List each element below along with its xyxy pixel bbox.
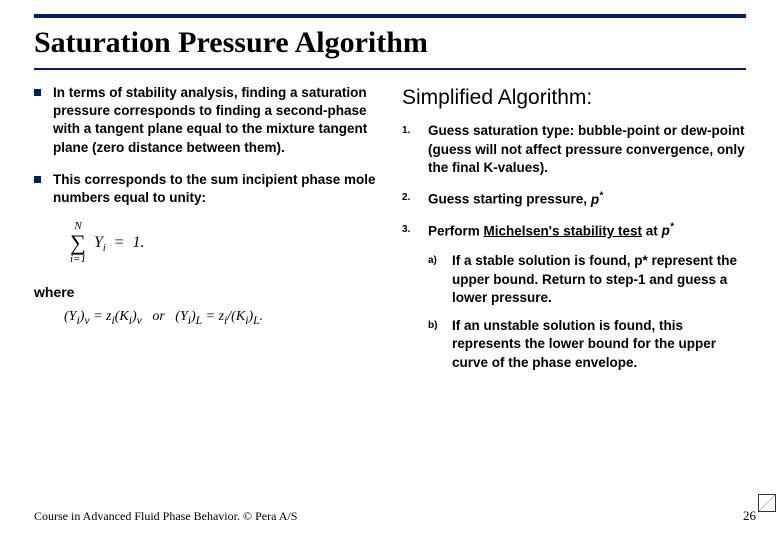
bullet-1-text: In terms of stability analysis, finding … [53,84,378,157]
footer-text: Course in Advanced Fluid Phase Behavior.… [34,509,297,524]
slide: Saturation Pressure Algorithm In terms o… [0,0,780,540]
slide-title: Saturation Pressure Algorithm [34,26,746,60]
where-label: where [34,283,378,302]
bullet-2-text: This corresponds to the sum incipient ph… [53,171,378,207]
bullet-2: This corresponds to the sum incipient ph… [34,171,378,207]
page-number: 26 [743,508,756,524]
square-bullet-icon [34,176,41,183]
substep-a-text: If a stable solution is found, p* repres… [452,252,746,307]
substep-label: a) [428,252,452,307]
step-2: 2. Guess starting pressure, p* [402,189,746,209]
page-curl-icon [758,494,776,512]
equation-2: (Yi)v = zi(Ki)v or (Yi)L = zi/(Ki)L. [64,308,378,329]
left-column: In terms of stability analysis, finding … [34,84,378,382]
substep-a: a) If a stable solution is found, p* rep… [428,252,746,307]
right-column: Simplified Algorithm: 1. Guess saturatio… [402,84,746,382]
step-number: 1. [402,122,428,177]
step-3: 3. Perform Michelsen's stability test at… [402,221,746,241]
substep-b-text: If an unstable solution is found, this r… [452,317,746,372]
title-bar: Saturation Pressure Algorithm [34,14,746,70]
substep-b: b) If an unstable solution is found, thi… [428,317,746,372]
step-1: 1. Guess saturation type: bubble-point o… [402,122,746,177]
equation-1: N ∑ i=1 Yi = 1. [70,221,378,265]
step-number: 3. [402,221,428,241]
simplified-heading: Simplified Algorithm: [402,84,746,112]
content-columns: In terms of stability analysis, finding … [34,84,746,382]
square-bullet-icon [34,89,41,96]
substep-label: b) [428,317,452,372]
step-3-text: Perform Michelsen's stability test at p* [428,221,746,241]
bullet-1: In terms of stability analysis, finding … [34,84,378,157]
step-number: 2. [402,189,428,209]
step-2-text: Guess starting pressure, p* [428,189,746,209]
step-1-text: Guess saturation type: bubble-point or d… [428,122,746,177]
